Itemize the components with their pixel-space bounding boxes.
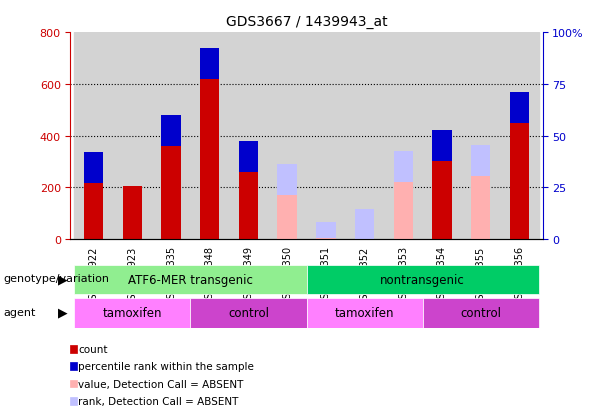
Bar [422, 298, 539, 328]
Bar [268, 33, 306, 240]
Bar [471, 145, 490, 240]
Bar [74, 265, 306, 295]
Bar [316, 222, 335, 239]
Bar [471, 145, 490, 176]
Bar [74, 33, 113, 240]
Bar [152, 33, 191, 240]
Bar [306, 33, 345, 240]
Text: control: control [460, 306, 501, 319]
Bar [200, 48, 219, 240]
Text: ▶: ▶ [58, 306, 68, 319]
Bar [113, 33, 152, 240]
Text: tamoxifen: tamoxifen [102, 306, 162, 319]
Text: agent: agent [3, 308, 36, 318]
Bar [394, 152, 413, 240]
Bar [191, 33, 229, 240]
Bar [394, 152, 413, 183]
Bar [200, 48, 219, 79]
Text: percentile rank within the sample: percentile rank within the sample [78, 361, 254, 371]
Bar [229, 33, 268, 240]
Title: GDS3667 / 1439943_at: GDS3667 / 1439943_at [226, 15, 387, 29]
Text: value, Detection Call = ABSENT: value, Detection Call = ABSENT [78, 379, 243, 389]
Text: rank, Detection Call = ABSENT: rank, Detection Call = ABSENT [78, 396, 238, 406]
Bar [461, 33, 500, 240]
Bar [161, 116, 181, 240]
Bar [161, 116, 181, 147]
Bar [509, 93, 529, 240]
Bar [306, 298, 422, 328]
Bar [278, 165, 297, 196]
Bar [84, 153, 104, 240]
Bar [422, 33, 461, 240]
Bar [191, 298, 306, 328]
Bar [355, 210, 374, 241]
Bar [278, 165, 297, 240]
Bar [500, 33, 539, 240]
Bar [345, 33, 384, 240]
Bar [432, 131, 452, 162]
Bar [306, 265, 539, 295]
Bar [84, 153, 104, 184]
Bar [239, 141, 258, 173]
Text: control: control [228, 306, 269, 319]
Bar [355, 210, 374, 240]
Text: tamoxifen: tamoxifen [335, 306, 394, 319]
Bar [316, 222, 335, 240]
Text: genotype/variation: genotype/variation [3, 274, 109, 284]
Bar [74, 298, 191, 328]
Text: count: count [78, 344, 108, 354]
Text: ▶: ▶ [58, 272, 68, 285]
Bar [509, 93, 529, 123]
Bar [239, 142, 258, 240]
Bar [384, 33, 422, 240]
Text: nontransgenic: nontransgenic [380, 273, 465, 286]
Text: ATF6-MER transgenic: ATF6-MER transgenic [128, 273, 253, 286]
Bar [123, 187, 142, 240]
Bar [432, 131, 452, 240]
